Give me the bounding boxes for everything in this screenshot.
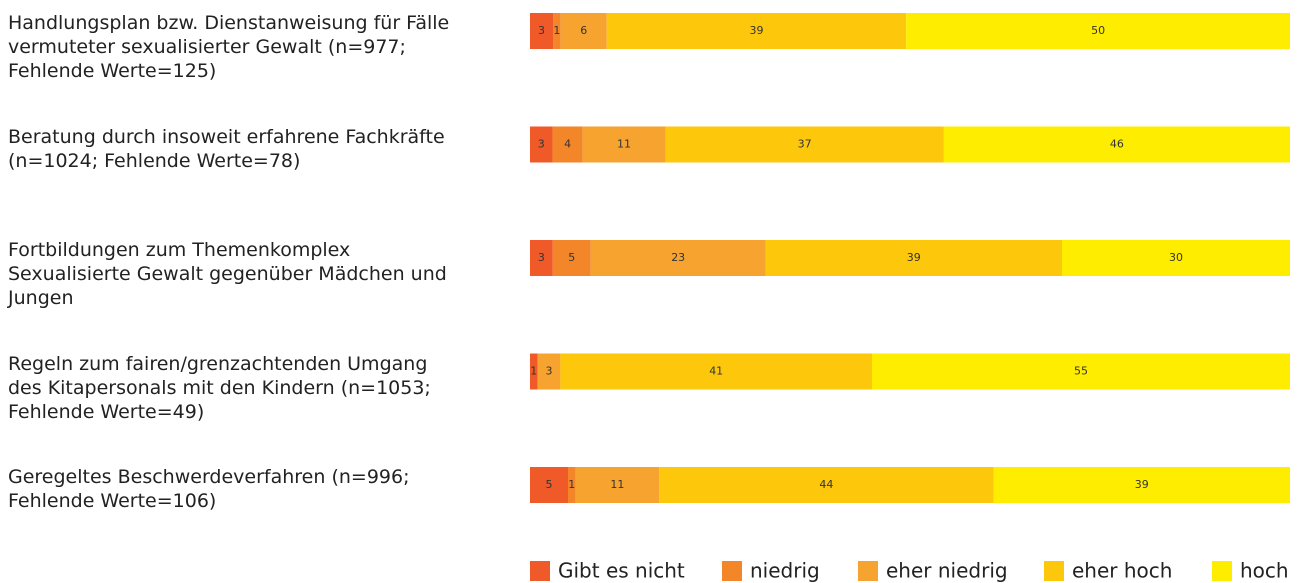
value-label: 3 <box>538 24 545 37</box>
value-label: 39 <box>907 251 921 264</box>
bar-segment <box>530 353 538 390</box>
value-label: 37 <box>798 138 812 151</box>
bar-segment <box>560 13 607 49</box>
value-label: 41 <box>709 365 723 378</box>
value-label: 39 <box>1135 478 1149 491</box>
category-label: Regeln zum fairen/grenzachtenden Umgang … <box>8 352 431 423</box>
bar-segment <box>530 240 553 276</box>
bar-segment <box>552 126 583 163</box>
legend-swatch <box>1212 561 1232 581</box>
legend-swatch <box>530 561 550 581</box>
bar-segment <box>568 467 576 503</box>
category-label: Geregeltes Beschwerdeverfahren (n=996; F… <box>8 466 410 512</box>
value-label: 39 <box>749 24 763 37</box>
value-label: 5 <box>568 251 575 264</box>
legend-label: Gibt es nicht <box>558 559 685 583</box>
bar-segment <box>606 13 907 49</box>
value-label: 44 <box>819 478 833 491</box>
legend-swatch <box>722 561 742 581</box>
bar-segment <box>943 126 1290 163</box>
bar-segment <box>665 126 944 163</box>
value-label: 4 <box>564 138 571 151</box>
legend-swatch <box>858 561 878 581</box>
legend-label: eher niedrig <box>886 559 1008 583</box>
value-label: 30 <box>1169 251 1183 264</box>
category-label: Beratung durch insoweit erfahrene Fachkr… <box>8 125 445 172</box>
value-label: 55 <box>1074 365 1088 378</box>
bar-segment <box>530 13 554 49</box>
bar-segment <box>553 13 561 49</box>
bar-segment <box>590 240 766 276</box>
bar-segment <box>575 467 660 503</box>
bar-segment <box>530 126 553 163</box>
legend-label: niedrig <box>750 559 820 583</box>
value-label: 6 <box>580 24 587 37</box>
category-label: Fortbildungen zum Themenkomplex Sexualis… <box>8 239 447 309</box>
value-label: 1 <box>553 24 560 37</box>
bar-segment <box>552 240 591 276</box>
value-label: 1 <box>530 365 537 378</box>
bar-segment <box>659 467 994 503</box>
bar-segment <box>872 353 1290 390</box>
bar-segment <box>765 240 1062 276</box>
value-label: 1 <box>568 478 575 491</box>
bar-segment <box>530 467 568 503</box>
bar-segment <box>560 353 872 390</box>
value-label: 23 <box>671 251 685 264</box>
value-label: 3 <box>538 138 545 151</box>
bar-segment <box>993 467 1290 503</box>
value-label: 50 <box>1091 24 1105 37</box>
legend-label: hoch <box>1240 559 1289 583</box>
legend-label: eher hoch <box>1072 559 1172 583</box>
bar-segment <box>582 126 666 163</box>
value-label: 11 <box>617 138 631 151</box>
value-label: 5 <box>546 478 553 491</box>
legend-swatch <box>1044 561 1064 581</box>
value-label: 11 <box>610 478 624 491</box>
value-label: 46 <box>1110 138 1124 151</box>
value-label: 3 <box>546 365 553 378</box>
bar-segment <box>537 353 561 390</box>
value-label: 3 <box>538 251 545 264</box>
bar-segment <box>1062 240 1290 276</box>
bar-segment <box>906 13 1290 49</box>
category-label: Handlungsplan bzw. Dienstanweisung für F… <box>8 12 450 82</box>
